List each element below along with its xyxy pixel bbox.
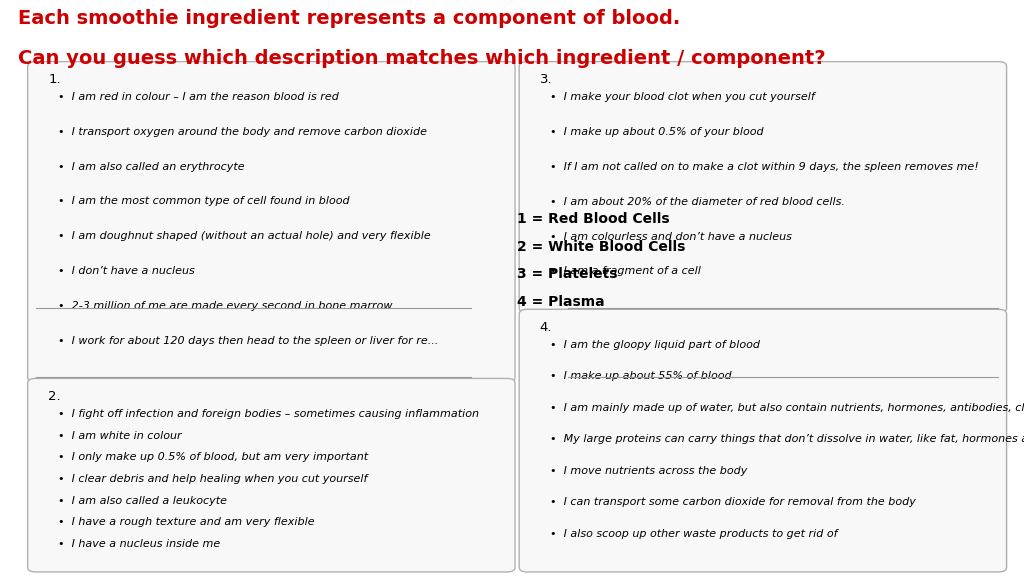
- FancyBboxPatch shape: [28, 378, 515, 572]
- Text: •  I also scoop up other waste products to get rid of: • I also scoop up other waste products t…: [550, 529, 838, 539]
- Text: •  I make your blood clot when you cut yourself: • I make your blood clot when you cut yo…: [550, 92, 815, 102]
- FancyBboxPatch shape: [28, 62, 515, 382]
- Text: •  2-3 million of me are made every second in bone marrow: • 2-3 million of me are made every secon…: [58, 301, 393, 311]
- Text: •  I am also called an erythrocyte: • I am also called an erythrocyte: [58, 162, 245, 172]
- Text: •  I clear debris and help healing when you cut yourself: • I clear debris and help healing when y…: [58, 474, 368, 484]
- Text: •  I work for about 120 days then head to the spleen or liver for re...: • I work for about 120 days then head to…: [58, 336, 438, 346]
- Text: •  I fight off infection and foreign bodies – sometimes causing inflammation: • I fight off infection and foreign bodi…: [58, 409, 479, 419]
- Text: •  I am the gloopy liquid part of blood: • I am the gloopy liquid part of blood: [550, 340, 760, 350]
- Text: •  I make up about 0.5% of your blood: • I make up about 0.5% of your blood: [550, 127, 764, 137]
- Text: •  I am also called a leukocyte: • I am also called a leukocyte: [58, 495, 227, 506]
- Text: •  I am doughnut shaped (without an actual hole) and very flexible: • I am doughnut shaped (without an actua…: [58, 232, 431, 241]
- Text: •  I am red in colour – I am the reason blood is red: • I am red in colour – I am the reason b…: [58, 92, 339, 102]
- Text: •  If I am not called on to make a clot within 9 days, the spleen removes me!: • If I am not called on to make a clot w…: [550, 162, 979, 172]
- Text: •  I transport oxygen around the body and remove carbon dioxide: • I transport oxygen around the body and…: [58, 127, 427, 137]
- Text: •  I only make up 0.5% of blood, but am very important: • I only make up 0.5% of blood, but am v…: [58, 452, 369, 463]
- Text: •  My large proteins can carry things that don’t dissolve in water, like fat, ho: • My large proteins can carry things tha…: [550, 434, 1024, 445]
- Text: 3 = Platelets: 3 = Platelets: [517, 267, 617, 281]
- Text: 4 = Plasma: 4 = Plasma: [517, 295, 605, 309]
- Text: •  I can transport some carbon dioxide for removal from the body: • I can transport some carbon dioxide fo…: [550, 498, 915, 507]
- Text: 3.: 3.: [540, 73, 552, 86]
- Text: 4.: 4.: [540, 321, 552, 334]
- FancyBboxPatch shape: [519, 62, 1007, 313]
- Text: •  I move nutrients across the body: • I move nutrients across the body: [550, 466, 748, 476]
- Text: Each smoothie ingredient represents a component of blood.: Each smoothie ingredient represents a co…: [18, 9, 681, 28]
- Text: 2.: 2.: [48, 390, 60, 403]
- FancyBboxPatch shape: [519, 309, 1007, 572]
- Text: •  I have a rough texture and am very flexible: • I have a rough texture and am very fle…: [58, 517, 315, 527]
- Text: •  I am mainly made up of water, but also contain nutrients, hormones, antibodie: • I am mainly made up of water, but also…: [550, 403, 1024, 413]
- Text: •  I am colourless and don’t have a nucleus: • I am colourless and don’t have a nucle…: [550, 232, 792, 241]
- Text: •  I am white in colour: • I am white in colour: [58, 431, 182, 441]
- Text: 1 = Red Blood Cells: 1 = Red Blood Cells: [517, 212, 670, 226]
- Text: •  I make up about 55% of blood: • I make up about 55% of blood: [550, 372, 731, 381]
- Text: •  I am about 20% of the diameter of red blood cells.: • I am about 20% of the diameter of red …: [550, 197, 845, 207]
- Text: •  I have a nucleus inside me: • I have a nucleus inside me: [58, 539, 220, 549]
- Text: 1.: 1.: [48, 73, 60, 86]
- Text: •  I am the most common type of cell found in blood: • I am the most common type of cell foun…: [58, 196, 350, 206]
- Text: Can you guess which description matches which ingredient / component?: Can you guess which description matches …: [18, 49, 826, 68]
- Text: 2 = White Blood Cells: 2 = White Blood Cells: [517, 240, 685, 253]
- Text: •  I don’t have a nucleus: • I don’t have a nucleus: [58, 266, 196, 276]
- Text: •  I am a fragment of a cell: • I am a fragment of a cell: [550, 267, 700, 276]
